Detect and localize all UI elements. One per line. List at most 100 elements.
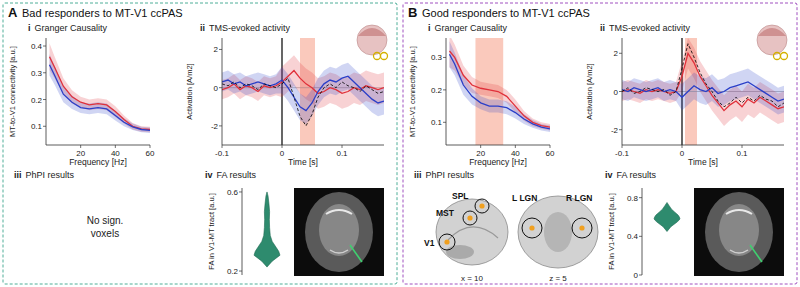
tract: [326, 210, 352, 214]
no-result-text: voxels: [91, 228, 119, 239]
x-tick: [115, 145, 116, 148]
y-tick: [239, 271, 242, 272]
region-label: V1: [424, 238, 435, 248]
y-label: Activation [A/m2]: [585, 63, 594, 119]
panel-border: [3, 3, 397, 284]
panel-letter: A: [8, 5, 18, 20]
series-line: [622, 44, 784, 107]
band: [49, 54, 150, 133]
y-axis: [242, 188, 243, 275]
y-tick: [443, 122, 446, 123]
y-tick: [639, 275, 642, 276]
y-tick: [443, 57, 446, 58]
region-circle: [439, 234, 455, 250]
activation-blob: [529, 225, 534, 230]
y-tick: [239, 191, 242, 192]
y-axis: [46, 38, 47, 145]
x-tick-label: 0: [680, 149, 685, 158]
subtitle: i Granger Causality: [428, 23, 508, 33]
sagittal-slice: [436, 199, 508, 265]
band: [49, 43, 150, 132]
plot: [622, 38, 784, 145]
y-tick-label: 0.8: [627, 194, 639, 203]
y-label: MT-to-V1 connectivity [a.u.]: [8, 46, 17, 137]
sulcus: [448, 227, 498, 240]
region-circle: [572, 218, 592, 238]
title: Granger Causality: [35, 23, 108, 33]
slice-label: z = 5: [549, 274, 567, 283]
title: Granger Causality: [435, 23, 508, 33]
subtitle: iv FA results: [205, 170, 257, 180]
series-line: [49, 57, 150, 130]
y-tick-label: 0.2: [31, 96, 43, 105]
x-label: Frequency [Hz]: [469, 157, 527, 167]
x-tick: [515, 145, 516, 148]
x-tick: [150, 145, 151, 148]
y-label: Activation [A/m2]: [185, 63, 194, 119]
numeral: i: [428, 23, 431, 33]
subtitle: ivFA results: [605, 170, 657, 180]
coil-icon: [781, 53, 788, 60]
region-label: SPL: [452, 191, 469, 201]
y-tick-label: -2: [211, 122, 219, 131]
y-tick: [443, 89, 446, 90]
no-result-text: No sign.: [87, 215, 124, 226]
x-label: Time [s]: [688, 157, 718, 167]
series-line: [449, 51, 550, 127]
plot: [254, 192, 280, 267]
region-label: MST: [436, 208, 455, 218]
x-tick-label: 60: [546, 149, 555, 158]
title: TMS-evoked activity: [609, 23, 691, 33]
numeral: iii: [414, 170, 422, 180]
panel-border: [403, 3, 797, 284]
plot: [222, 38, 384, 145]
numeral: ii: [600, 23, 605, 33]
y-tick: [619, 129, 622, 130]
region-label: L LGN: [512, 193, 537, 203]
subtitle: ii TMS-evoked activity: [600, 23, 691, 33]
x-tick-label: 0: [280, 149, 285, 158]
numeral: i: [28, 23, 31, 33]
y-tick-label: 0: [634, 271, 639, 280]
v1-mt-tract: [350, 245, 362, 262]
x-tick: [550, 145, 551, 148]
title: PhPI results: [426, 170, 475, 180]
y-label: FA in V1-MT tract [a.u.]: [607, 193, 616, 270]
numeral: iv: [205, 170, 213, 180]
figure: ABad responders to MT-V1 ccPASiiiPhPI re…: [0, 0, 800, 287]
band: [449, 41, 550, 132]
coil-icon: [374, 53, 381, 60]
title: FA results: [217, 170, 257, 180]
x-tick: [282, 145, 283, 148]
y-tick: [219, 87, 222, 88]
plot: [449, 38, 550, 145]
y-axis: [446, 38, 447, 145]
y-tick-label: 2: [614, 49, 619, 58]
region-circle: [463, 211, 477, 225]
x-tick: [682, 145, 683, 148]
region-label: R LGN: [566, 193, 592, 203]
y-tick: [219, 125, 222, 126]
y-tick: [43, 126, 46, 127]
panel-title: Good responders to MT-V1 ccPAS: [422, 7, 590, 19]
x-tick: [480, 145, 481, 148]
y-tick-label: 0.4: [627, 232, 639, 241]
tract: [330, 250, 348, 253]
x-axis: [446, 145, 550, 146]
y-tick-label: 0.4: [31, 42, 43, 51]
y-tick-label: 0.2: [431, 86, 443, 95]
y-tick: [639, 236, 642, 237]
y-tick-label: 0.1: [31, 122, 43, 131]
tract: [730, 250, 748, 253]
band: [622, 38, 784, 126]
y-tick: [619, 91, 622, 92]
dti-image: [294, 188, 384, 276]
title: TMS-evoked activity: [209, 23, 291, 33]
activation-blob: [444, 239, 449, 244]
y-tick-label: -2: [611, 126, 619, 135]
dti-image: [694, 188, 784, 276]
y-tick-label: 0: [614, 88, 619, 97]
region-circle: [522, 218, 542, 238]
brain-slice: [305, 192, 373, 272]
x-axis: [222, 145, 384, 146]
